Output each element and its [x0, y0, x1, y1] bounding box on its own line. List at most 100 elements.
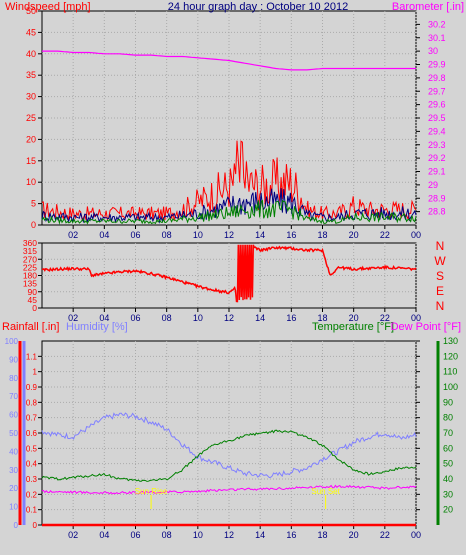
- dewpoint-axis-label: Dew Point [°F]: [391, 321, 461, 333]
- x-tick-label: 22: [380, 530, 390, 540]
- sun-marker-label: Sun Rise: [135, 487, 168, 496]
- compass-label: S: [436, 269, 444, 283]
- compass-label: E: [436, 284, 444, 298]
- x-tick-label: 12: [224, 530, 234, 540]
- x-tick-label: 08: [162, 530, 172, 540]
- x-tick-label: 06: [130, 230, 140, 240]
- barometer-tick-label: 29.8: [428, 73, 446, 83]
- rainfall-tick-label: 0.1: [26, 506, 38, 515]
- temperature-tick-label: 100: [443, 382, 458, 392]
- windspeed-tick-label: 35: [26, 70, 36, 80]
- x-tick-label: 10: [193, 313, 203, 323]
- rainfall-tick-label: 1.1: [26, 352, 38, 361]
- x-tick-label: 02: [68, 230, 78, 240]
- temperature-tick-label: 20: [443, 505, 453, 515]
- x-tick-label: 08: [162, 230, 172, 240]
- humidity-tick-label: 40: [9, 447, 18, 456]
- humidity-tick-label: 70: [9, 392, 18, 401]
- windspeed-tick-label: 5: [31, 199, 36, 209]
- barometer-tick-label: 28.8: [428, 207, 446, 217]
- x-tick-label: 00: [411, 230, 421, 240]
- rainfall-tick-label: 0: [33, 521, 38, 530]
- temperature-tick-label: 90: [443, 397, 453, 407]
- x-tick-label: 16: [286, 530, 296, 540]
- x-tick-label: 18: [317, 313, 327, 323]
- direction-tick-label: 225: [23, 262, 37, 272]
- direction-tick-label: 135: [23, 279, 37, 289]
- wind-direction-line: [41, 244, 417, 303]
- x-tick-label: 18: [317, 530, 327, 540]
- x-tick-label: 06: [130, 313, 140, 323]
- temperature-tick-label: 80: [443, 413, 453, 423]
- compass-label: W: [434, 254, 446, 268]
- windspeed-axis-label: Windspeed [mph]: [5, 1, 91, 13]
- barometer-tick-label: 30.1: [428, 33, 446, 43]
- humidity-tick-label: 20: [9, 484, 18, 493]
- windspeed-tick-label: 10: [26, 177, 36, 187]
- x-tick-label: 02: [68, 313, 78, 323]
- temperature-tick-label: 70: [443, 428, 453, 438]
- x-tick-label: 14: [255, 230, 265, 240]
- temperature-tick-label: 50: [443, 459, 453, 469]
- direction-tick-label: 90: [28, 287, 38, 297]
- windspeed-tick-label: 20: [26, 134, 36, 144]
- temperature-tick-label: 40: [443, 474, 453, 484]
- x-tick-label: 10: [193, 530, 203, 540]
- windspeed-tick-label: 25: [26, 113, 36, 123]
- humidity-tick-label: 50: [9, 429, 18, 438]
- rainfall-tick-label: 0.8: [26, 398, 38, 407]
- barometer-tick-label: 29.5: [428, 113, 446, 123]
- rainfall-tick-label: 0.4: [26, 460, 38, 469]
- humidity-tick-label: 90: [9, 355, 18, 364]
- wind-barometer-panel: Windspeed [mph] 24 hour graph day : Octo…: [5, 1, 464, 240]
- x-tick-label: 20: [349, 530, 359, 540]
- wind-average-line: [41, 199, 417, 225]
- x-tick-label: 02: [68, 530, 78, 540]
- windspeed-tick-label: 50: [26, 6, 36, 16]
- x-tick-label: 06: [130, 530, 140, 540]
- x-tick-label: 04: [99, 230, 109, 240]
- rainfall-tick-label: 0.6: [26, 429, 38, 438]
- windspeed-tick-label: 30: [26, 92, 36, 102]
- barometer-tick-label: 29.6: [428, 100, 446, 110]
- direction-tick-label: 270: [23, 254, 37, 264]
- barometer-tick-label: 29.4: [428, 126, 446, 136]
- temperature-tick-label: 110: [443, 367, 457, 377]
- x-tick-label: 10: [193, 230, 203, 240]
- barometer-tick-label: 30.2: [428, 19, 446, 29]
- rainfall-tick-label: 0.9: [26, 383, 38, 392]
- x-tick-label: 16: [286, 313, 296, 323]
- humidity-tick-label: 60: [9, 411, 18, 420]
- x-tick-label: 08: [162, 313, 172, 323]
- x-tick-label: 22: [380, 230, 390, 240]
- temperature-tick-label: 120: [443, 351, 458, 361]
- barometer-tick-label: 29.9: [428, 60, 446, 70]
- barometer-tick-label: 29.2: [428, 153, 446, 163]
- humidity-tick-label: 30: [9, 466, 18, 475]
- humidity-tick-label: 0: [14, 521, 19, 530]
- x-tick-label: 00: [411, 530, 421, 540]
- x-tick-label: 04: [99, 530, 109, 540]
- temperature-axis-label: Temperature [°F]: [312, 321, 394, 333]
- direction-tick-label: 360: [23, 238, 37, 248]
- sun-marker-label: Sun Set: [311, 487, 340, 496]
- barometer-tick-label: 29: [428, 180, 438, 190]
- barometer-line: [42, 50, 416, 71]
- x-tick-label: 20: [349, 230, 359, 240]
- dew-point-line: [41, 484, 417, 495]
- temperature-line: [41, 429, 417, 482]
- x-tick-label: 16: [286, 230, 296, 240]
- barometer-tick-label: 28.9: [428, 193, 446, 203]
- barometer-tick-label: 30: [428, 46, 438, 56]
- windspeed-tick-label: 40: [26, 49, 36, 59]
- rainfall-tick-label: 0.3: [26, 475, 38, 484]
- rainfall-axis-label: Rainfall [.in]: [2, 321, 59, 333]
- temp-humidity-panel: Rainfall [.in] Humidity [%] Temperature …: [2, 321, 461, 540]
- barometer-tick-label: 29.7: [428, 86, 446, 96]
- direction-tick-label: 0: [32, 303, 37, 313]
- rainfall-tick-label: 1: [33, 368, 38, 377]
- x-tick-label: 14: [255, 313, 265, 323]
- x-tick-label: 00: [411, 313, 421, 323]
